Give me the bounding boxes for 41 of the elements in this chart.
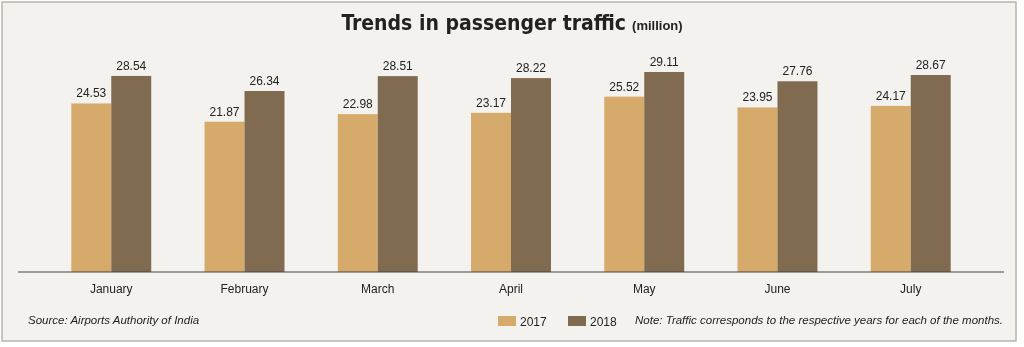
bar [604, 96, 645, 272]
bar [910, 75, 951, 272]
bar [644, 72, 685, 272]
x-tick-label: June [764, 281, 791, 296]
chart-title: Trends in passenger traffic [341, 11, 627, 35]
legend-label: 2017 [520, 314, 548, 329]
bar [204, 121, 245, 272]
bar [511, 78, 551, 272]
legend-label: 2018 [590, 314, 618, 329]
data-label: 28.54 [116, 58, 147, 73]
x-tick-label: March [361, 281, 395, 296]
data-label: 23.95 [742, 90, 773, 105]
source-note: Source: Airports Authority of India [28, 314, 200, 326]
data-label: 25.52 [609, 79, 640, 94]
bar [737, 107, 778, 272]
data-label: 28.51 [382, 59, 414, 74]
bar [244, 91, 285, 272]
x-tick-label: May [632, 281, 656, 296]
x-tick-label: April [498, 281, 524, 296]
text: Note: Traffic corresponds to the respective years for each of the months. [635, 314, 1003, 326]
data-label: 29.11 [649, 55, 680, 69]
chart-subtitle: (million) [632, 18, 683, 33]
bar [471, 112, 511, 272]
bar [111, 75, 152, 272]
data-label: 27.76 [782, 64, 813, 79]
data-label: 22.98 [342, 97, 374, 112]
data-label: 28.22 [515, 61, 547, 76]
data-label: 26.34 [249, 74, 280, 89]
bar [337, 114, 378, 272]
data-label: 24.17 [875, 88, 907, 103]
bar [71, 103, 112, 272]
x-tick-label: February [220, 281, 269, 296]
x-tick-label: January [89, 281, 133, 296]
bar [870, 105, 911, 272]
data-label: 23.17 [476, 95, 507, 110]
data-label: 21.87 [209, 104, 240, 119]
bar [377, 76, 418, 272]
x-tick-label: July [900, 281, 922, 296]
data-label: 24.53 [76, 86, 107, 101]
data-label: 28.67 [915, 58, 947, 73]
bar [777, 81, 818, 272]
